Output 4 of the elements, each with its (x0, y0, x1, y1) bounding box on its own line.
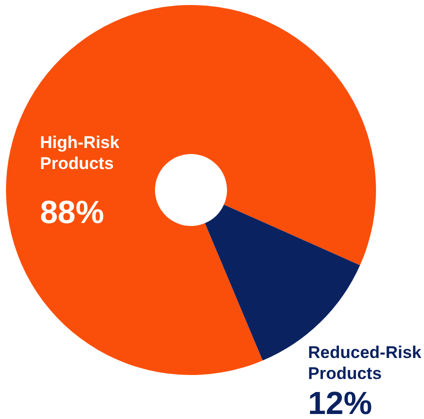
slice-label: Reduced-Risk Products (308, 343, 422, 383)
data-label: 12% (308, 385, 372, 419)
data-label: 88% (40, 194, 104, 230)
slice-label: High-Risk Products (40, 133, 120, 173)
